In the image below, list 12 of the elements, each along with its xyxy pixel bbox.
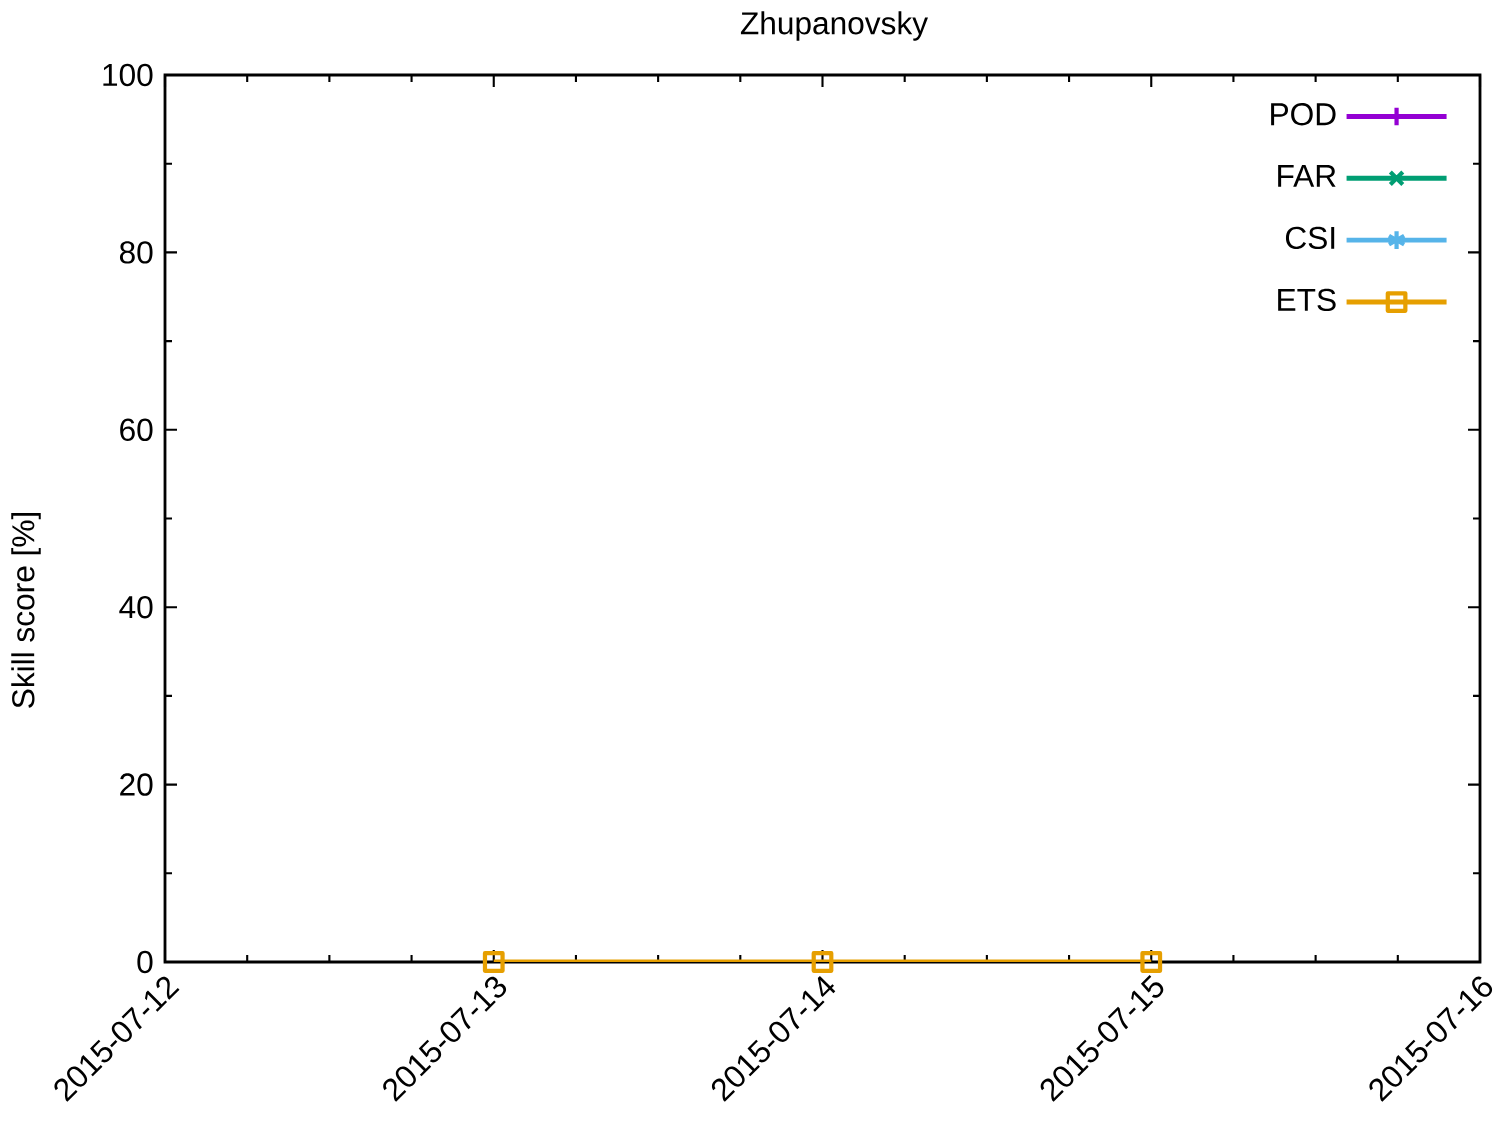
y-tick-label: 20 <box>120 773 153 796</box>
y-tick-label: 100 <box>103 63 153 87</box>
y-tick-label: 80 <box>119 241 153 264</box>
chart-title: Zhupanovsky <box>740 11 928 41</box>
y-tick-label: 0 <box>137 950 153 974</box>
legend-label: ETS <box>1278 288 1336 312</box>
legend-label: CSI <box>1285 226 1335 250</box>
legend-label: POD <box>1271 103 1336 126</box>
legend-label: FAR <box>1278 165 1336 187</box>
y-axis-title: Skill score [%] <box>11 512 41 708</box>
y-tick-label: 60 <box>120 418 153 442</box>
y-tick-label: 40 <box>119 595 153 619</box>
